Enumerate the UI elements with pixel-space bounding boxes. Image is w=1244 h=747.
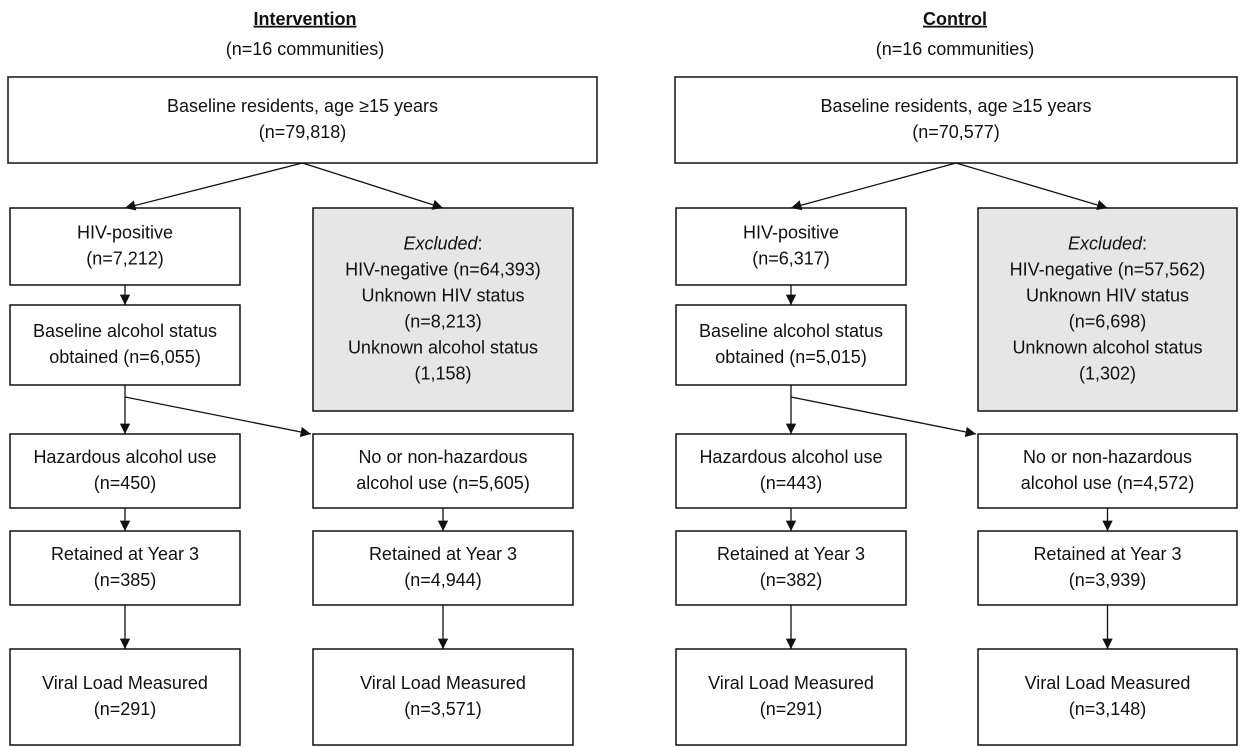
box-text: Viral Load Measured (708, 673, 874, 693)
arrow (790, 162, 957, 211)
excluded-text: HIV-negative (n=64,393) (345, 259, 541, 279)
arrow (124, 162, 303, 211)
box-text: Baseline alcohol status (699, 321, 883, 341)
box-text: Viral Load Measured (360, 673, 526, 693)
flow-box (9, 207, 241, 286)
box-text: (n=3,571) (404, 699, 482, 719)
excluded-text: Unknown alcohol status (1012, 337, 1202, 357)
flow-box (312, 648, 574, 746)
flow-box (7, 76, 598, 164)
box-text: (n=291) (94, 699, 157, 719)
box-text: alcohol use (n=5,605) (356, 473, 530, 493)
box-text: (n=450) (94, 473, 157, 493)
arm-subtitle: (n=16 communities) (226, 39, 385, 59)
box-text: Hazardous alcohol use (33, 447, 216, 467)
box-text: (n=385) (94, 570, 157, 590)
arm-subtitle: (n=16 communities) (876, 39, 1035, 59)
arrow (790, 396, 977, 438)
box-text: Retained at Year 3 (1033, 544, 1181, 564)
excluded-label: Excluded (403, 233, 478, 253)
flow-box (9, 648, 241, 746)
box-text: Baseline residents, age ≥15 years (820, 96, 1091, 116)
arrow (124, 396, 312, 438)
box-text: Baseline alcohol status (33, 321, 217, 341)
box-text: obtained (n=6,055) (49, 347, 201, 367)
box-text: (n=7,212) (86, 248, 164, 268)
excluded-text: Unknown alcohol status (348, 337, 538, 357)
flow-box (675, 530, 907, 606)
arm-title: Intervention (253, 9, 356, 29)
box-text: (n=6,317) (752, 248, 830, 268)
excluded-text: Unknown HIV status (1026, 285, 1189, 305)
excluded-heading: Excluded: (1068, 233, 1147, 253)
box-text: alcohol use (n=4,572) (1021, 473, 1195, 493)
box-text: (n=3,148) (1069, 699, 1147, 719)
box-text: Retained at Year 3 (369, 544, 517, 564)
excluded-text: (1,302) (1079, 363, 1136, 383)
box-text: HIV-positive (77, 222, 173, 242)
box-text: (n=4,944) (404, 570, 482, 590)
excluded-text: Unknown HIV status (361, 285, 524, 305)
box-text: Viral Load Measured (42, 673, 208, 693)
box-text: (n=382) (760, 570, 823, 590)
flow-box (675, 648, 907, 746)
excluded-punct: : (478, 233, 483, 253)
box-text: obtained (n=5,015) (715, 347, 867, 367)
flow-box (674, 76, 1238, 164)
excluded-text: (1,158) (414, 363, 471, 383)
flow-box (977, 530, 1238, 606)
box-text: (n=70,577) (912, 122, 1000, 142)
box-text: Retained at Year 3 (717, 544, 865, 564)
flow-box (312, 433, 574, 509)
box-text: No or non-hazardous (358, 447, 527, 467)
box-text: No or non-hazardous (1023, 447, 1192, 467)
arrow (955, 162, 1108, 211)
arm-title: Control (923, 9, 987, 29)
arrow (302, 162, 444, 210)
excluded-heading: Excluded: (403, 233, 482, 253)
excluded-label: Excluded (1068, 233, 1143, 253)
excluded-punct: : (1142, 233, 1147, 253)
flow-box (9, 433, 241, 509)
excluded-text: (n=6,698) (1069, 311, 1147, 331)
box-text: Hazardous alcohol use (699, 447, 882, 467)
flow-box (312, 530, 574, 606)
box-text: Baseline residents, age ≥15 years (167, 96, 438, 116)
flow-box (675, 207, 907, 286)
flow-box (9, 530, 241, 606)
box-text: Viral Load Measured (1025, 673, 1191, 693)
flow-box (977, 648, 1238, 746)
excluded-box (312, 207, 574, 412)
flow-box (9, 304, 241, 386)
box-text: (n=443) (760, 473, 823, 493)
box-text: (n=3,939) (1069, 570, 1147, 590)
flow-box (977, 433, 1238, 509)
box-text: HIV-positive (743, 222, 839, 242)
box-text: Retained at Year 3 (51, 544, 199, 564)
flow-box (675, 433, 907, 509)
excluded-box (977, 207, 1238, 412)
box-text: (n=79,818) (259, 122, 347, 142)
box-text: (n=291) (760, 699, 823, 719)
excluded-text: HIV-negative (n=57,562) (1010, 259, 1206, 279)
excluded-text: (n=8,213) (404, 311, 482, 331)
flow-box (675, 304, 907, 386)
